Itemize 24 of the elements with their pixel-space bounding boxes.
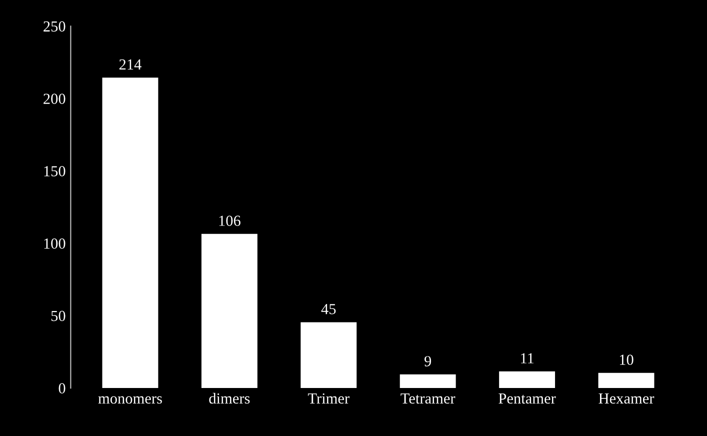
x-tick-label: Tetramer	[400, 394, 456, 404]
x-tick-label: Pentamer	[498, 394, 556, 404]
x-tick-label: Trimer	[308, 393, 350, 404]
y-tick-label: 150	[44, 166, 66, 176]
data-label: 11	[521, 353, 534, 364]
y-tick-label: 50	[51, 310, 66, 322]
data-label: 106	[219, 216, 240, 226]
y-tick-label: 0	[58, 383, 66, 394]
y-tick-label: 250	[44, 21, 66, 32]
x-tick-label: monomers	[98, 396, 162, 404]
bar	[201, 234, 258, 388]
data-label: 214	[119, 59, 142, 70]
data-label: 45	[321, 304, 336, 314]
bar	[102, 78, 158, 388]
bar	[400, 374, 456, 388]
y-tick-label: 100	[44, 238, 66, 249]
x-tick-label: Hexamer	[598, 394, 654, 404]
y-tick-label: 200	[44, 94, 66, 104]
data-label: 10	[620, 354, 634, 365]
x-tick-label: dimers	[209, 392, 250, 404]
bar	[300, 322, 357, 388]
bar	[598, 372, 654, 388]
data-label: 9	[424, 356, 432, 366]
bar	[499, 371, 556, 388]
